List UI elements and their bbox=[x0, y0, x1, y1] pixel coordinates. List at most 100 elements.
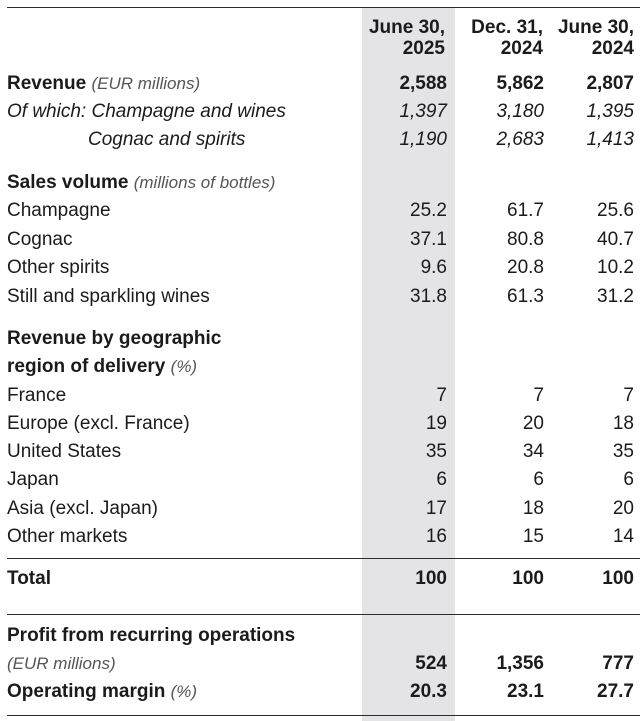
row-label: Other markets bbox=[7, 526, 128, 547]
cognac-spirits-row: Cognac and spirits 1,190 2,683 1,413 bbox=[0, 126, 640, 154]
value-jun-30-2024: 31.2 bbox=[597, 286, 634, 307]
sales-volume-row: Other spirits 9.6 20.8 10.2 bbox=[0, 254, 640, 282]
value-jun-30-2024: 27.7 bbox=[597, 681, 634, 702]
geographic-row: France 7 7 7 bbox=[0, 382, 640, 410]
column-header-jun-30-2025: June 30, 2025 bbox=[362, 17, 445, 61]
profit-rule bbox=[7, 614, 640, 615]
champagne-wines-row: Of which: Champagne and wines 1,397 3,18… bbox=[0, 98, 640, 126]
row-label: Other spirits bbox=[7, 257, 110, 278]
column-header-line1: June 30, bbox=[368, 17, 445, 38]
value-dec-31-2024: 1,356 bbox=[496, 653, 544, 674]
operating-margin-label: Operating margin bbox=[7, 681, 166, 702]
value-dec-31-2024: 23.1 bbox=[507, 681, 544, 702]
geographic-heading-line1: Revenue by geographic bbox=[7, 328, 222, 349]
column-header-dec-31-2024: Dec. 31, 2024 bbox=[455, 17, 543, 61]
row-label: Still and sparkling wines bbox=[7, 286, 210, 307]
highlight-column bbox=[362, 8, 455, 721]
sales-volume-heading-row: Sales volume (millions of bottles) bbox=[0, 169, 640, 197]
value-jun-30-2024: 20 bbox=[612, 498, 634, 519]
column-header-line2: 2025 bbox=[402, 38, 445, 59]
revenue-unit: (EUR millions) bbox=[91, 74, 201, 93]
revenue-label: Revenue bbox=[7, 73, 87, 94]
value-dec-31-2024: 5,862 bbox=[496, 73, 544, 94]
value-jun-30-2025: 19 bbox=[425, 413, 447, 434]
profit-unit: (EUR millions) bbox=[7, 654, 116, 673]
value-dec-31-2024: 7 bbox=[533, 385, 544, 406]
value-dec-31-2024: 3,180 bbox=[496, 101, 544, 122]
row-label: Japan bbox=[7, 469, 59, 490]
value-jun-30-2025: 100 bbox=[415, 568, 447, 589]
value-jun-30-2025: 20.3 bbox=[410, 681, 447, 702]
value-dec-31-2024: 6 bbox=[533, 469, 544, 490]
sales-volume-row: Cognac 37.1 80.8 40.7 bbox=[0, 226, 640, 254]
geographic-row: United States 35 34 35 bbox=[0, 438, 640, 466]
geographic-row: Europe (excl. France) 19 20 18 bbox=[0, 410, 640, 438]
geographic-row: Asia (excl. Japan) 17 18 20 bbox=[0, 495, 640, 523]
value-dec-31-2024: 2,683 bbox=[496, 129, 544, 150]
value-jun-30-2025: 31.8 bbox=[410, 286, 447, 307]
value-jun-30-2025: 524 bbox=[415, 653, 447, 674]
value-dec-31-2024: 61.7 bbox=[507, 200, 544, 221]
sales-volume-label: Sales volume bbox=[7, 172, 129, 193]
value-dec-31-2024: 34 bbox=[522, 441, 544, 462]
column-header-line2: 2024 bbox=[500, 38, 543, 59]
value-jun-30-2025: 35 bbox=[425, 441, 447, 462]
column-header-line1: June 30, bbox=[557, 17, 634, 38]
row-label: Europe (excl. France) bbox=[7, 413, 190, 434]
row-label: France bbox=[7, 385, 67, 406]
value-jun-30-2024: 1,413 bbox=[586, 129, 634, 150]
value-jun-30-2024: 1,395 bbox=[586, 101, 634, 122]
sales-volume-unit: (millions of bottles) bbox=[133, 173, 276, 192]
revenue-heading: Revenue (EUR millions) bbox=[7, 70, 200, 98]
value-dec-31-2024: 18 bbox=[522, 498, 544, 519]
value-jun-30-2024: 25.6 bbox=[597, 200, 634, 221]
value-jun-30-2025: 16 bbox=[425, 526, 447, 547]
geographic-heading-row: Revenue by geographic bbox=[0, 325, 640, 353]
value-dec-31-2024: 15 bbox=[522, 526, 544, 547]
total-rule bbox=[7, 558, 640, 559]
value-dec-31-2024: 20.8 bbox=[507, 257, 544, 278]
row-label: Of which: Champagne and wines bbox=[7, 101, 286, 122]
geographic-unit: (%) bbox=[170, 357, 198, 376]
value-jun-30-2024: 18 bbox=[612, 413, 634, 434]
value-jun-30-2025: 17 bbox=[425, 498, 447, 519]
profit-label: Profit from recurring operations bbox=[7, 625, 296, 646]
value-dec-31-2024: 80.8 bbox=[507, 229, 544, 250]
value-jun-30-2024: 7 bbox=[623, 385, 634, 406]
value-jun-30-2024: 6 bbox=[623, 469, 634, 490]
value-jun-30-2025: 2,588 bbox=[399, 73, 447, 94]
total-row: Total 100 100 100 bbox=[0, 565, 640, 593]
geographic-row: Other markets 16 15 14 bbox=[0, 523, 640, 551]
value-dec-31-2024: 61.3 bbox=[507, 286, 544, 307]
sales-volume-heading: Sales volume (millions of bottles) bbox=[7, 169, 275, 197]
sales-volume-row: Still and sparkling wines 31.8 61.3 31.2 bbox=[0, 283, 640, 311]
value-dec-31-2024: 20 bbox=[522, 413, 544, 434]
profit-heading-row: Profit from recurring operations bbox=[0, 622, 640, 650]
row-label: Cognac bbox=[7, 229, 73, 250]
column-header-line1: Dec. 31, bbox=[471, 17, 543, 38]
value-jun-30-2025: 1,397 bbox=[399, 101, 447, 122]
geographic-row: Japan 6 6 6 bbox=[0, 466, 640, 494]
value-jun-30-2025: 6 bbox=[436, 469, 447, 490]
geographic-heading-line2: region of delivery (%) bbox=[7, 353, 197, 381]
column-header-line2: 2024 bbox=[591, 38, 634, 59]
value-jun-30-2024: 777 bbox=[602, 653, 634, 674]
geographic-label: region of delivery bbox=[7, 356, 166, 377]
value-jun-30-2024: 100 bbox=[602, 568, 634, 589]
column-header-jun-30-2024: June 30, 2024 bbox=[544, 17, 634, 61]
operating-margin-unit: (%) bbox=[170, 682, 198, 701]
row-label: Asia (excl. Japan) bbox=[7, 498, 159, 519]
row-label: Champagne bbox=[7, 200, 111, 221]
value-jun-30-2024: 35 bbox=[612, 441, 634, 462]
value-jun-30-2024: 14 bbox=[612, 526, 634, 547]
operating-margin-row: Operating margin (%) 20.3 23.1 27.7 bbox=[0, 678, 640, 706]
operating-margin-heading: Operating margin (%) bbox=[7, 678, 197, 706]
value-jun-30-2025: 25.2 bbox=[410, 200, 447, 221]
value-jun-30-2024: 10.2 bbox=[597, 257, 634, 278]
value-jun-30-2025: 37.1 bbox=[410, 229, 447, 250]
sales-volume-row: Champagne 25.2 61.7 25.6 bbox=[0, 197, 640, 225]
geographic-heading-row: region of delivery (%) bbox=[0, 353, 640, 381]
revenue-row: Revenue (EUR millions) 2,588 5,862 2,807 bbox=[0, 70, 640, 98]
row-label: United States bbox=[7, 441, 122, 462]
top-rule bbox=[7, 7, 640, 8]
